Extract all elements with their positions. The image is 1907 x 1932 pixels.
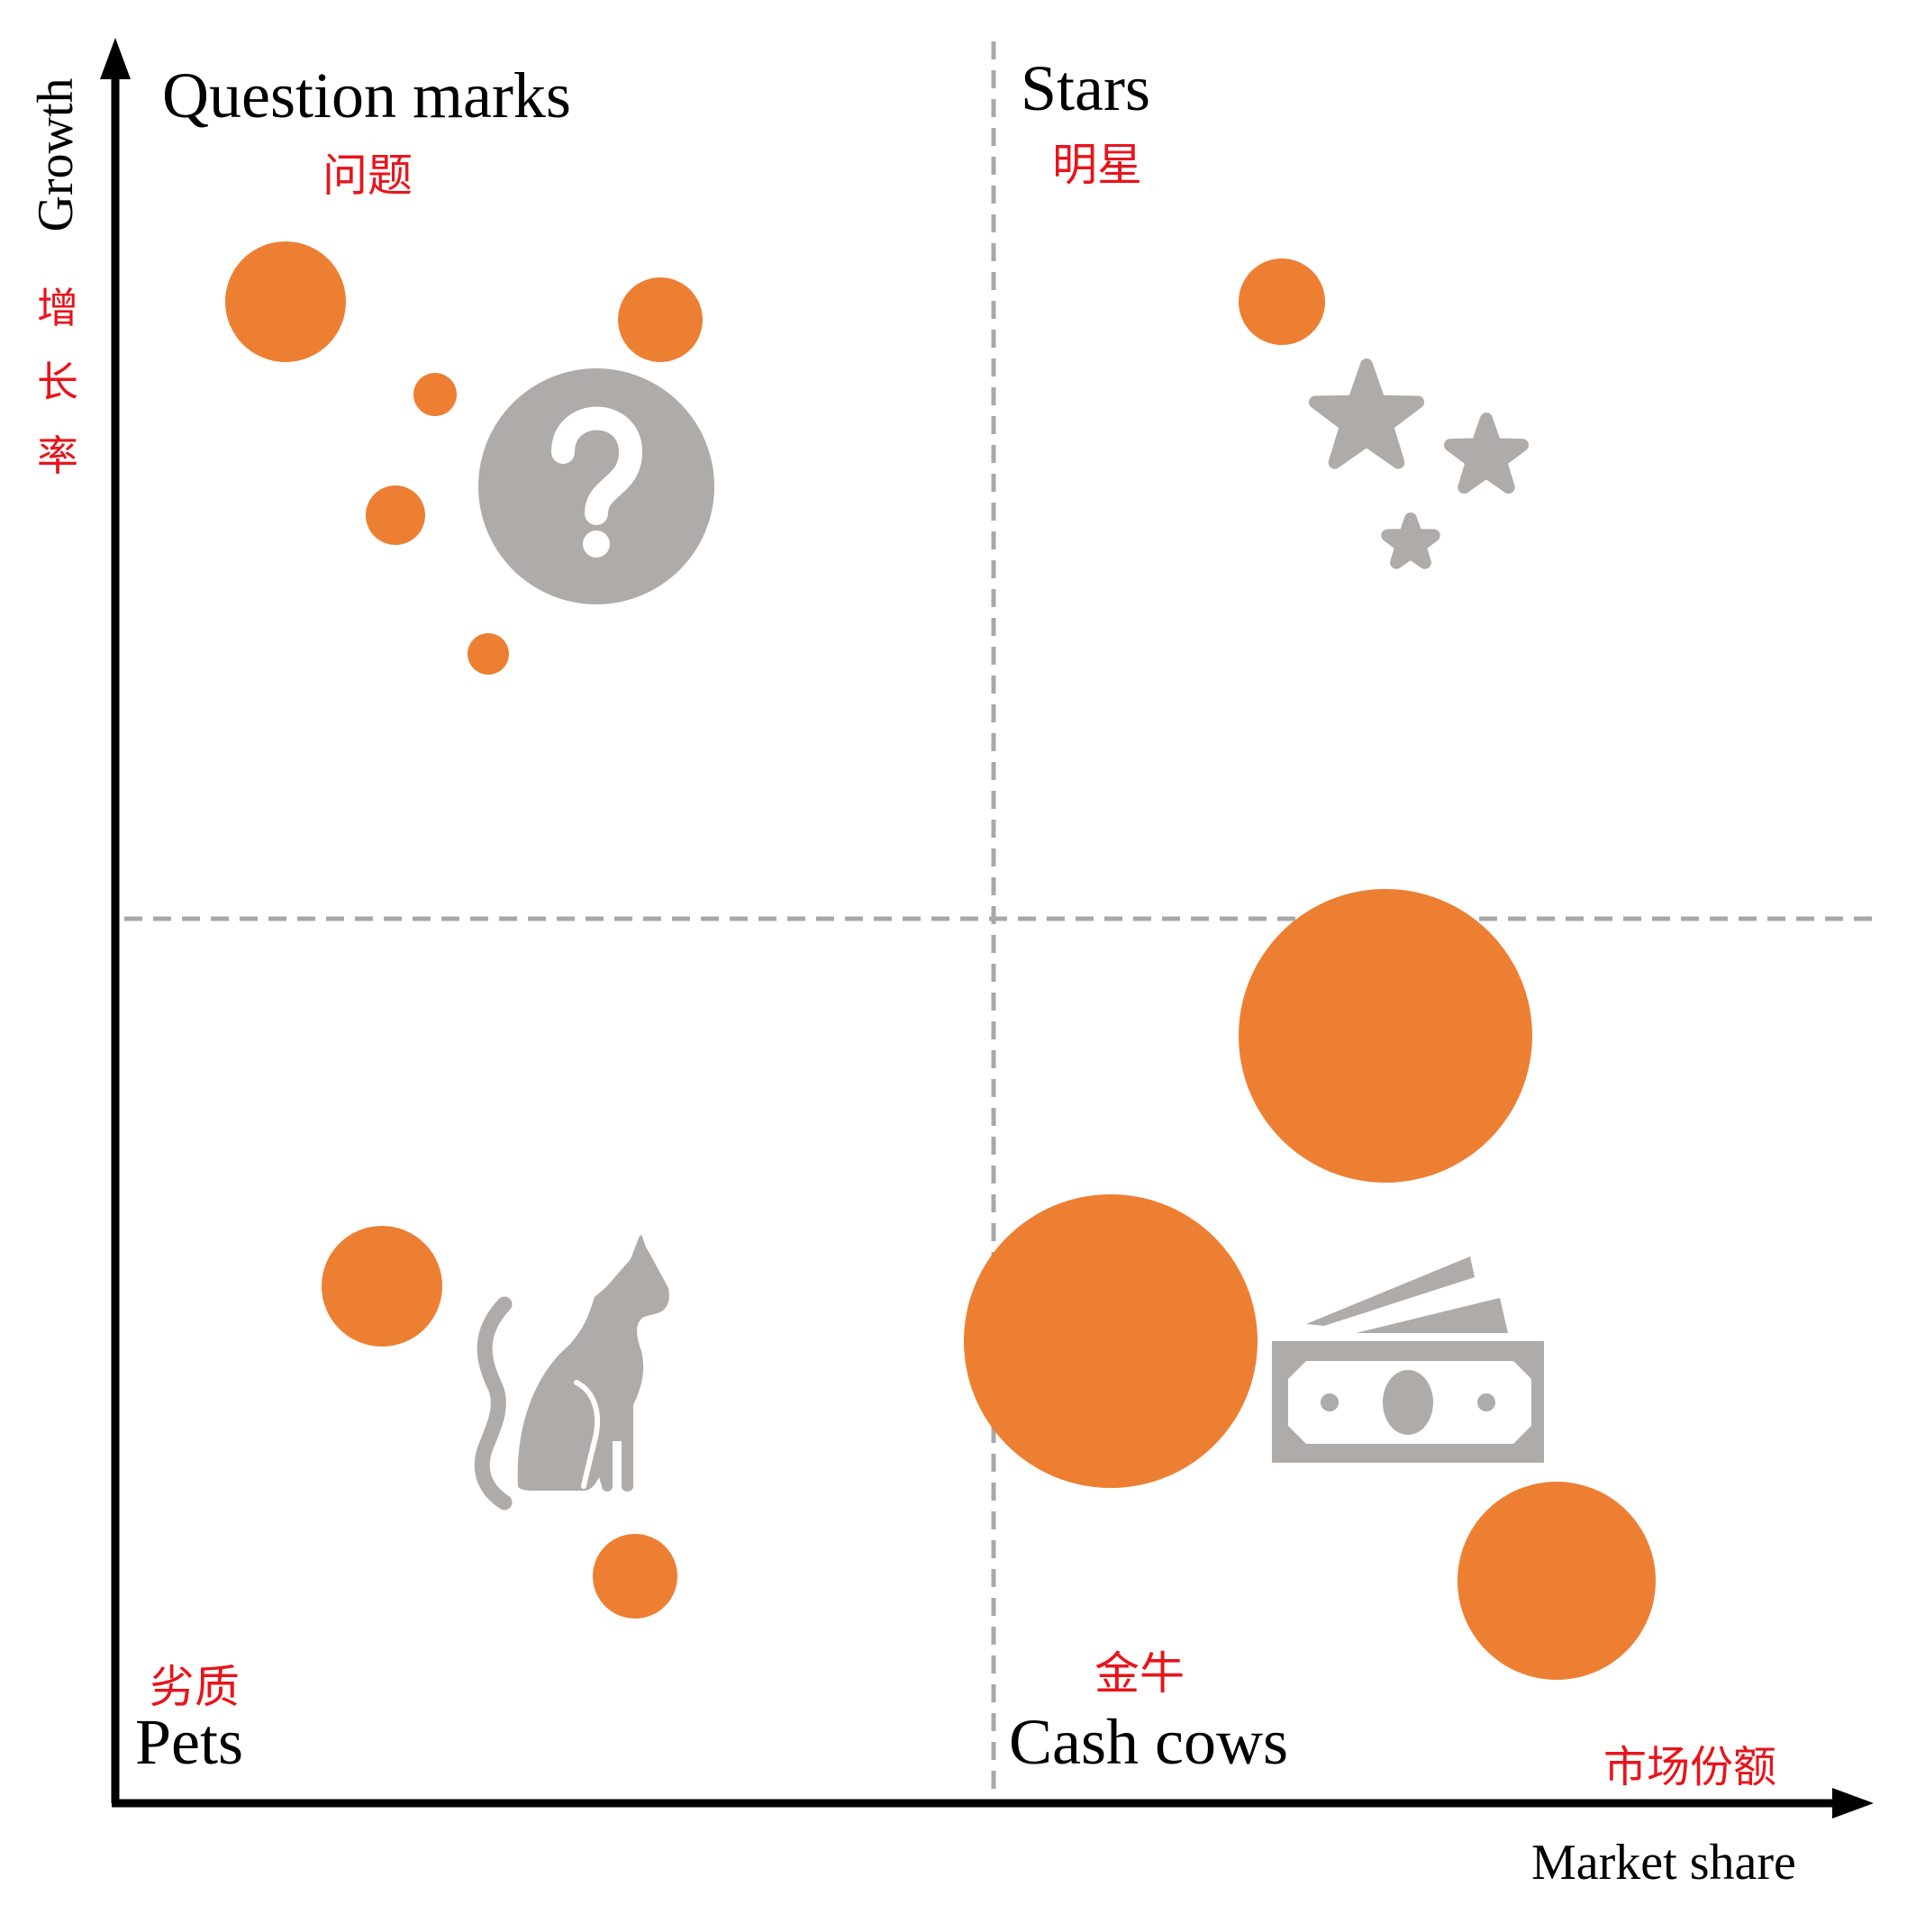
y-axis-label-cn-2: 长 — [37, 358, 78, 406]
bubble — [413, 373, 457, 416]
x-axis-label-cn: 市场份额 — [1603, 1742, 1776, 1792]
quadrant-title-cn-stars: 明星 — [1052, 139, 1142, 191]
bubble — [225, 241, 346, 362]
x-axis-arrowhead — [1832, 1788, 1874, 1819]
question-icon — [478, 368, 714, 604]
cat-icon — [474, 1234, 669, 1510]
quadrant-title-stars: Stars — [1021, 52, 1150, 124]
bubble — [618, 277, 703, 362]
bubble — [468, 633, 509, 675]
bubble — [1239, 259, 1325, 345]
quadrant-title-cash-cows: Cash cows — [1009, 1706, 1288, 1778]
money-icon — [1272, 1256, 1544, 1463]
x-axis-label: Market share — [1531, 1835, 1796, 1891]
bubble — [1239, 889, 1532, 1183]
quadrant-title-pets: Pets — [135, 1706, 243, 1778]
bubble — [593, 1534, 677, 1619]
bubble — [322, 1226, 442, 1347]
quadrant-title-cn-pets: 劣质 — [150, 1661, 240, 1713]
y-axis-label-cn-3: 率 — [37, 431, 78, 480]
bubble — [1457, 1482, 1656, 1680]
y-axis-arrowhead — [100, 38, 131, 79]
quadrant-title-cn-cash-cows: 金牛 — [1094, 1647, 1185, 1700]
quadrant-title-question-marks: Question marks — [162, 59, 571, 132]
y-axis-label-cn-1: 增 — [37, 284, 78, 332]
y-axis-label: Growth — [28, 77, 84, 231]
bubble — [964, 1194, 1258, 1488]
bubble — [366, 485, 425, 545]
stars-icon — [1308, 358, 1529, 569]
quadrant-title-cn-question-marks: 问题 — [322, 150, 413, 202]
